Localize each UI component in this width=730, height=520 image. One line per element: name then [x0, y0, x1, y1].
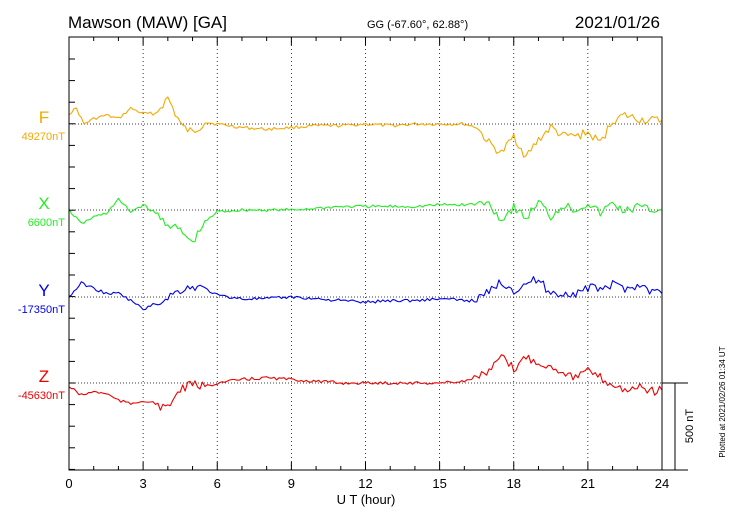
series-labels: F 49270nT X 6600nT Y -17350nT Z -45630nT	[18, 108, 65, 402]
x-tick-label: 21	[581, 476, 595, 491]
x-tick-labels: 0 3 6 9 12 15 18 21 24	[65, 476, 669, 491]
scale-bar: 500 nT	[662, 382, 696, 471]
series-y-line	[68, 276, 663, 311]
series-f-baseline-label: 49270nT	[22, 131, 66, 143]
x-axis-label: U T (hour)	[337, 492, 396, 507]
x-tick-label: 0	[65, 476, 72, 491]
series-f-line	[68, 96, 663, 158]
scale-bar-label: 500 nT	[684, 409, 696, 444]
traces	[68, 96, 663, 411]
date-label: 2021/01/26	[575, 13, 660, 32]
series-z-line	[68, 354, 663, 411]
series-f-name: F	[39, 108, 49, 127]
series-z-name: Z	[39, 367, 49, 386]
plotted-note: Plotted at 2021/02/26 01:34 UT	[718, 346, 727, 457]
series-x-baseline-label: 6600nT	[28, 217, 66, 229]
ticks	[68, 37, 663, 470]
series-y-baseline-label: -17350nT	[18, 304, 65, 316]
series-x-name: X	[38, 194, 49, 213]
x-tick-label: 12	[358, 476, 372, 491]
series-x-line	[68, 197, 663, 243]
x-tick-label: 6	[214, 476, 221, 491]
x-tick-label: 3	[140, 476, 147, 491]
coords-label: GG (-67.60°, 62.88°)	[367, 19, 468, 31]
station-title: Mawson (MAW) [GA]	[68, 13, 227, 32]
series-y-name: Y	[38, 281, 49, 300]
x-tick-label: 15	[432, 476, 446, 491]
x-tick-label: 9	[288, 476, 295, 491]
x-tick-label: 24	[655, 476, 669, 491]
x-tick-label: 18	[507, 476, 521, 491]
grid	[142, 37, 589, 470]
series-z-baseline-label: -45630nT	[18, 390, 65, 402]
